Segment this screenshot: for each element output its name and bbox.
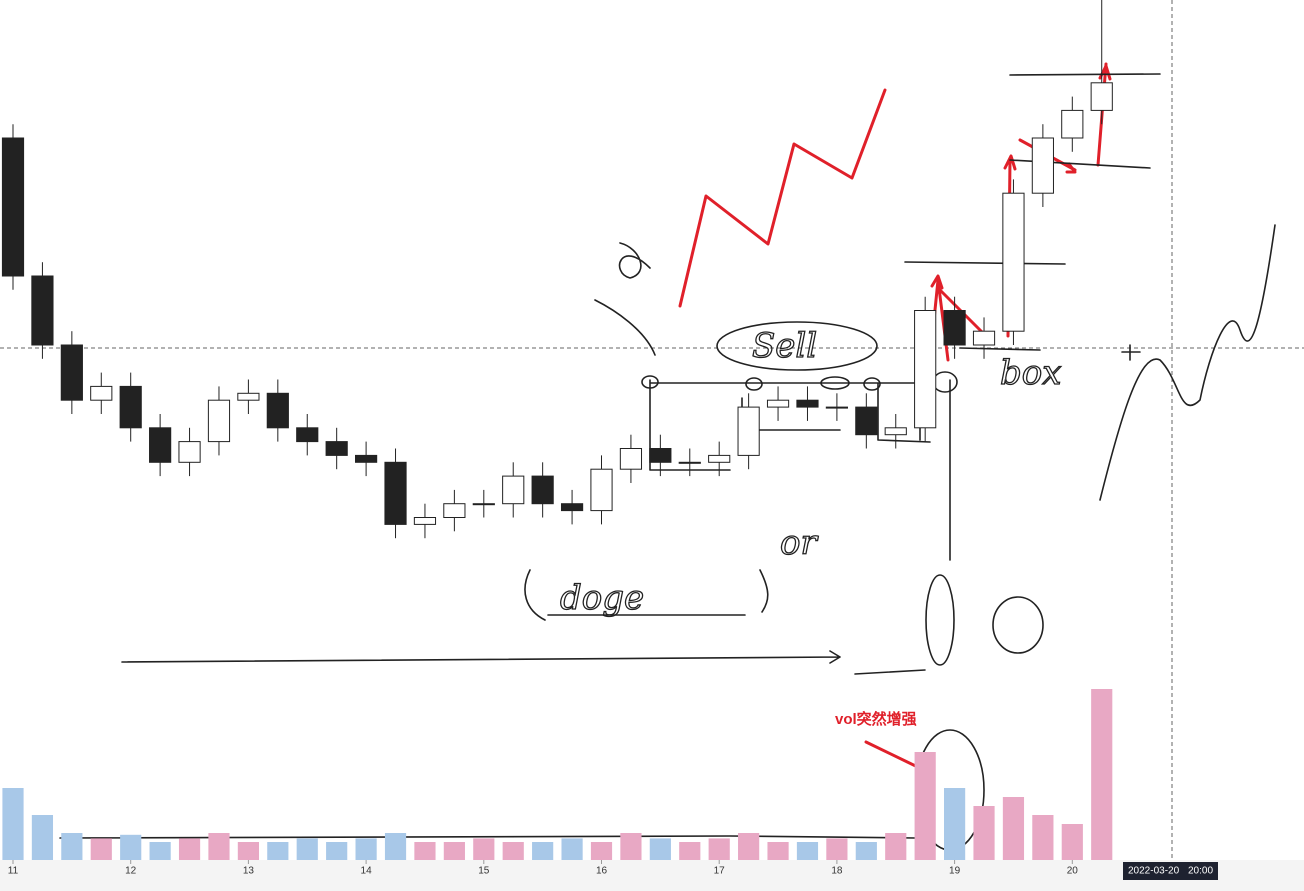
volume-bar	[355, 838, 377, 860]
x-tick-label: 17	[714, 866, 726, 877]
volume-bar	[590, 842, 613, 860]
x-axis-band	[0, 860, 1304, 891]
candle-body	[619, 448, 643, 470]
crosshair-time: 20:00	[1188, 866, 1213, 877]
candle-body	[1, 137, 25, 277]
candle-body	[149, 427, 172, 463]
crosshair-date: 2022-03-20	[1128, 866, 1180, 877]
volume-bar	[561, 838, 583, 860]
candle-body	[60, 344, 83, 401]
volume-bar	[914, 752, 936, 860]
candle-body	[943, 310, 966, 346]
x-tick-label: 20	[1067, 866, 1079, 877]
volume-bar	[1002, 797, 1025, 860]
candle-body	[413, 517, 437, 525]
volume-bar	[384, 833, 407, 860]
volume-bar	[61, 833, 83, 860]
volume-bar	[1032, 815, 1054, 860]
volume-bar	[767, 842, 789, 860]
candle-body	[560, 503, 584, 512]
candle-body	[90, 385, 113, 401]
volume-bar	[31, 815, 54, 860]
candle-body	[237, 392, 260, 401]
candle-body	[796, 399, 819, 408]
crosshair-label-box	[1123, 862, 1218, 880]
volume-bar	[443, 842, 465, 860]
candle-body	[1061, 109, 1084, 139]
candle-body	[825, 406, 848, 409]
volume-bar	[120, 834, 142, 860]
x-tick-label: 18	[831, 866, 843, 877]
x-tick-label: 12	[125, 866, 137, 877]
volume-bar	[414, 842, 436, 860]
candle-body	[766, 399, 790, 408]
volume-bar	[502, 842, 524, 860]
volume-bar	[296, 838, 318, 860]
candle-body	[443, 503, 466, 519]
candle-body	[31, 275, 54, 346]
volume-bar	[738, 833, 760, 860]
candle-body	[972, 330, 996, 346]
volume-bar	[267, 842, 289, 860]
volume-bar	[532, 842, 554, 860]
volume-bar	[473, 838, 495, 860]
candle-body	[649, 448, 672, 463]
x-tick-label: 14	[361, 866, 373, 877]
candle-body	[590, 468, 613, 512]
volume-bar	[326, 842, 348, 860]
x-tick-label: 16	[596, 866, 608, 877]
volume-bar	[885, 833, 907, 860]
annotation: or	[780, 523, 818, 563]
volume-bar	[1061, 824, 1083, 860]
annotation: vol突然增强	[835, 710, 917, 728]
volume-bar	[149, 842, 171, 860]
candle-body	[1002, 192, 1025, 332]
volume-bar	[649, 838, 671, 860]
x-tick-label: 15	[478, 866, 490, 877]
x-tick-label: 13	[243, 866, 255, 877]
candle-body	[1031, 137, 1054, 194]
candle-body	[678, 461, 701, 464]
candle-body	[531, 475, 554, 505]
candle-body	[1090, 82, 1113, 111]
volume-bar	[796, 842, 819, 860]
annotation: doge	[560, 578, 644, 618]
volume-bar	[679, 842, 701, 860]
candle-body	[914, 310, 937, 429]
candle-body	[472, 503, 495, 506]
volume-bar	[2, 788, 24, 860]
candle-body	[325, 441, 348, 456]
volume-bar	[620, 833, 642, 860]
volume-bar	[90, 838, 112, 860]
candle-body	[737, 406, 760, 456]
annotation: Sell	[752, 326, 817, 366]
candle-body	[178, 441, 201, 463]
candle-body	[207, 399, 231, 443]
candle-body	[502, 475, 525, 505]
x-tick-label: 19	[949, 866, 961, 877]
volume-bar	[855, 842, 877, 860]
candle-body	[384, 461, 407, 525]
volume-bar	[826, 838, 848, 860]
candle-body	[119, 385, 142, 429]
volume-bar	[178, 838, 201, 860]
x-tick-label: 11	[8, 866, 19, 877]
volume-bar	[208, 833, 230, 860]
candle-body	[296, 427, 319, 443]
volume-bar	[1091, 689, 1113, 860]
volume-bar	[944, 788, 966, 860]
candle-body	[855, 406, 878, 436]
volume-bar	[708, 838, 730, 860]
candle-body	[708, 454, 731, 463]
volume-bar	[973, 806, 995, 860]
annotation: box	[1000, 353, 1061, 393]
candle-body	[266, 392, 289, 429]
candle-body	[355, 454, 378, 463]
candle-body	[884, 427, 907, 436]
volume-bar	[237, 842, 259, 860]
